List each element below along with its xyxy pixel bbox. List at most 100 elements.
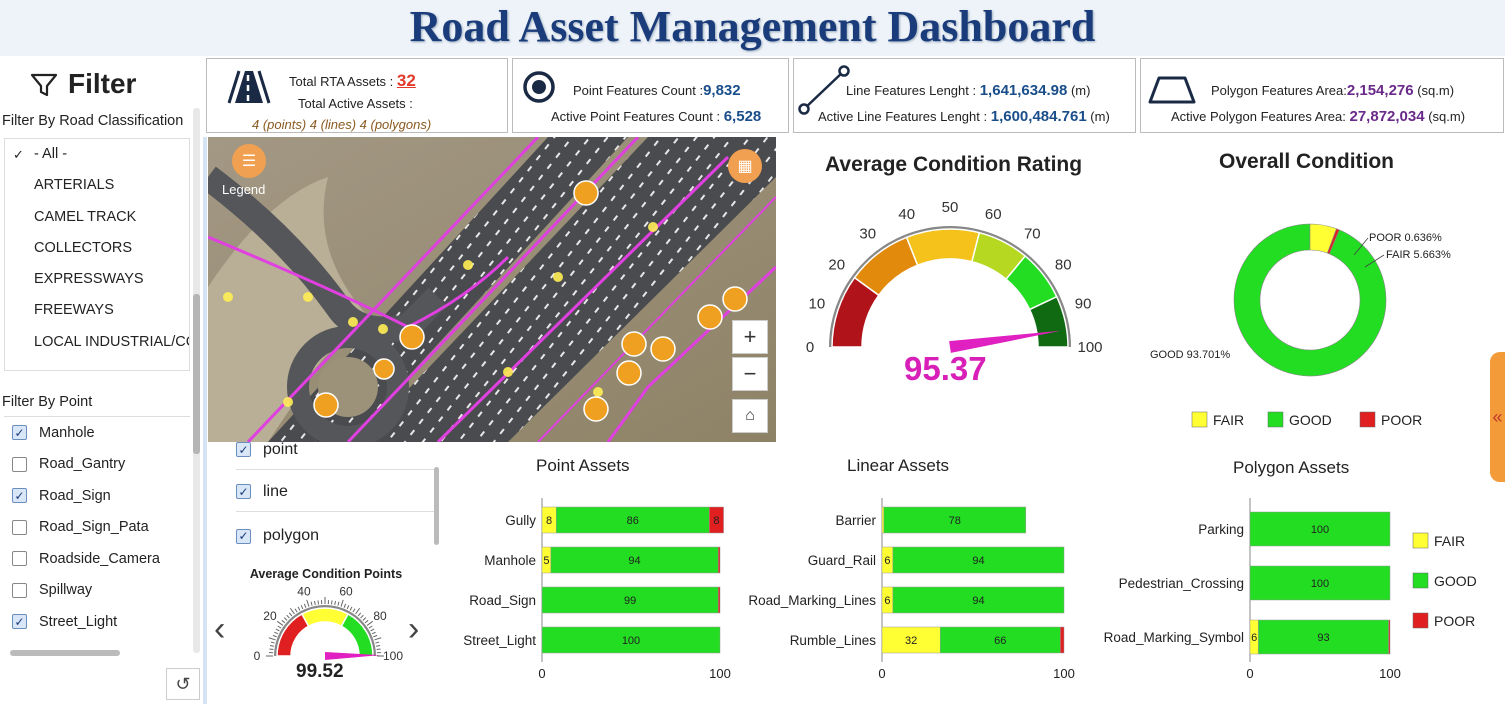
legend-label: FAIR — [1213, 412, 1244, 428]
point-filter-checkbox[interactable] — [12, 456, 27, 472]
active-point-label: Active Point Features Count : — [551, 109, 721, 124]
point-filter-label: Filter By Point — [2, 394, 93, 410]
zoom-in-button[interactable]: + — [732, 320, 768, 354]
road-class-item[interactable]: FREEWAYS — [5, 295, 189, 326]
gauge-tick-label: 60 — [339, 584, 353, 598]
legend-label: Legend — [222, 182, 266, 197]
point-filter-checkbox[interactable] — [12, 551, 27, 567]
gauge-tick — [303, 603, 307, 608]
point-filter-label: Road_Sign — [39, 487, 111, 504]
road-class-item[interactable]: ✓ - All - — [5, 139, 189, 170]
layer-row-polygon[interactable]: ✓ polygon — [236, 516, 436, 556]
point-filter-item[interactable]: Roadside_Camera — [4, 543, 190, 575]
legend-swatch — [1359, 411, 1376, 428]
gauge-title: Average Condition Rating — [825, 153, 1083, 176]
layer-point-checkbox[interactable]: ✓ — [236, 442, 251, 457]
donut-slice — [1327, 228, 1340, 255]
point-filter-item[interactable]: Road_Sign_Pata — [4, 512, 190, 544]
layer-row-point[interactable]: ✓ point — [236, 430, 436, 470]
legend-button[interactable]: ☰ — [232, 144, 266, 178]
active-poly-value: 27,872,034 — [1349, 108, 1425, 125]
line-length-label: Line Features Lenght : — [846, 83, 977, 98]
point-filter-item[interactable]: ✓ Road_Sign — [4, 480, 190, 512]
side-panel-toggle[interactable]: « — [1490, 352, 1505, 482]
list-icon: ☰ — [241, 153, 257, 170]
road-class-item[interactable]: EXPRESSWAYS — [5, 264, 189, 295]
legend-swatch — [1267, 411, 1284, 428]
rta-label: Total RTA Assets : — [289, 74, 394, 89]
active-poly-unit: (sq.m) — [1428, 109, 1466, 124]
legend-label: FAIR — [1434, 533, 1465, 549]
road-class-item[interactable]: CAMEL TRACK — [5, 202, 189, 233]
gauge-tick-label: 20 — [263, 609, 277, 623]
gauge-needle — [949, 330, 1061, 353]
active-point-value: 6,528 — [723, 108, 762, 125]
legend-label: GOOD — [1289, 412, 1332, 428]
gauge-band — [905, 228, 981, 267]
bar-segment — [881, 626, 941, 654]
point-filter-item[interactable]: Spillway — [4, 575, 190, 607]
bar-category-label: Gully — [505, 513, 536, 528]
polygon-assets-title: Polygon Assets — [1233, 458, 1350, 477]
road-class-item[interactable]: COLLECTORS — [5, 233, 189, 264]
point-filter-label: Road_Gantry — [39, 456, 126, 473]
bar-segment — [1060, 626, 1065, 654]
prev-arrow-button[interactable]: ‹ — [214, 610, 226, 648]
layer-polygon-checkbox[interactable]: ✓ — [236, 528, 251, 544]
poly-area-label: Polygon Features Area: — [1211, 83, 1347, 98]
layer-row-line[interactable]: ✓ line — [236, 472, 436, 512]
basemap-button[interactable]: ▦ — [728, 149, 762, 183]
point-filter-checkbox[interactable]: ✓ — [12, 425, 27, 441]
point-filter-item[interactable]: ✓ Manhole — [4, 417, 190, 449]
layer-line-checkbox[interactable]: ✓ — [236, 484, 251, 499]
road-class-label: ARTERIALS — [34, 177, 115, 194]
gauge-tick — [294, 608, 298, 613]
dashboard-title: Road Asset Management Dashboard — [0, 0, 1505, 56]
funnel-icon — [30, 73, 58, 97]
point-filter-list[interactable]: ✓ Manhole Road_Gantry ✓ Road_Sign Road_Sign_P… — [4, 416, 190, 644]
donut-leader-fair — [1364, 254, 1385, 268]
gauge-tick — [368, 625, 373, 629]
donut-slice — [1233, 223, 1387, 377]
donut-label-fair: FAIR 5.663% — [1386, 249, 1451, 261]
bar-segment — [555, 506, 710, 534]
point-filter-checkbox[interactable] — [12, 519, 27, 535]
sidebar-hscroll-thumb[interactable] — [10, 650, 120, 656]
gauge-tick — [374, 637, 382, 641]
bar-category-label: Guard_Rail — [808, 553, 876, 568]
sidebar-scroll-thumb[interactable] — [193, 294, 200, 454]
gauge-tick — [269, 648, 274, 650]
bar-value-label: 78 — [949, 515, 961, 527]
bar-value-label: 6 — [884, 595, 890, 607]
bar-value-label: 5 — [543, 555, 549, 567]
bar-category-label: Manhole — [484, 553, 536, 568]
bar-category-label: Road_Marking_Symbol — [1104, 630, 1244, 645]
gauge-tick — [331, 600, 333, 605]
road-class-item[interactable]: ARTERIALS — [5, 170, 189, 201]
gauge-tick-label: 10 — [809, 296, 826, 313]
point-filter-checkbox[interactable]: ✓ — [12, 614, 27, 630]
map-view[interactable]: ☰ Legend ▦ — [208, 137, 776, 442]
point-filter-checkbox[interactable]: ✓ — [12, 488, 27, 504]
point-filter-checkbox[interactable] — [12, 582, 27, 598]
road-class-list[interactable]: ✓ - All - ARTERIALS CAMEL TRACK COLLECTORS EX… — [4, 138, 190, 371]
donut-label-good: GOOD 93.701% — [1150, 349, 1230, 361]
next-arrow-button[interactable]: › — [408, 610, 420, 648]
kpi-polygon-features: Polygon Features Area:2,154,276 (sq.m) A… — [1140, 58, 1504, 133]
layer-scrollbar[interactable] — [434, 467, 439, 545]
reset-button[interactable]: ↺ — [166, 668, 200, 700]
bar-value-label: 8 — [546, 515, 552, 527]
point-count-label: Point Features Count : — [573, 83, 704, 98]
gauge-tick — [274, 631, 279, 635]
gauge-tick — [373, 634, 378, 638]
active-line-label: Active Line Features Lenght : — [818, 109, 988, 124]
home-icon: ⌂ — [745, 407, 755, 424]
road-class-item[interactable]: LOCAL INDUSTRIAL/CC — [5, 327, 189, 358]
zoom-out-button[interactable]: − — [732, 357, 768, 391]
road-class-label: EXPRESSWAYS — [34, 271, 144, 288]
gauge-tick — [364, 619, 369, 624]
point-filter-item[interactable]: ✓ Street_Light — [4, 606, 190, 638]
point-filter-item[interactable]: Road_Gantry — [4, 449, 190, 481]
home-button[interactable]: ⌂ — [732, 399, 768, 433]
bar-value-label: 32 — [905, 635, 917, 647]
